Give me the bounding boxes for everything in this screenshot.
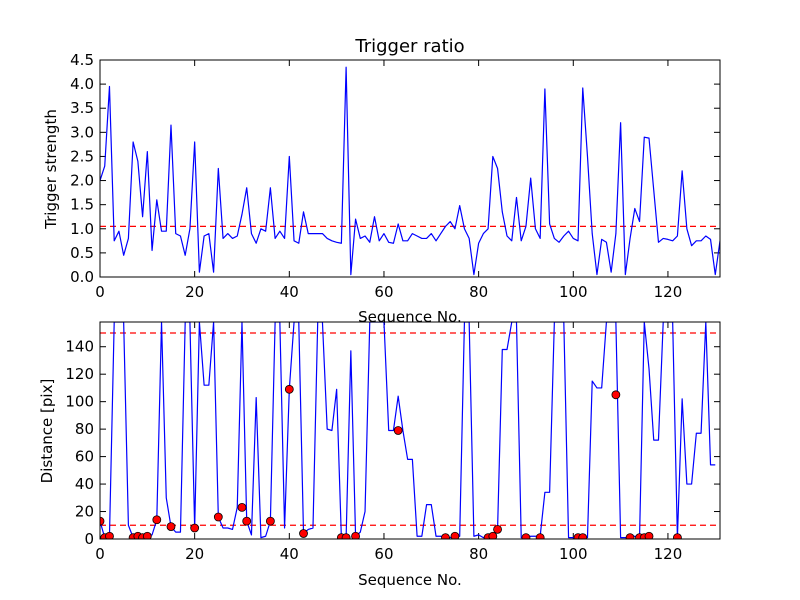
y-tick-label: 2.0 bbox=[70, 172, 94, 190]
x-tick-label: 20 bbox=[185, 545, 204, 563]
x-tick-label: 0 bbox=[95, 283, 105, 301]
y-tick-label: 40 bbox=[75, 475, 94, 493]
axis-ticks: 0 20 40 60 80 100 120 0.0 0.5 1.0 1.5 2.0 2.5 3.0 3.5 4… bbox=[70, 51, 720, 301]
x-tick-label: 100 bbox=[559, 283, 588, 301]
y-tick-label: 0.0 bbox=[70, 268, 94, 286]
distance-panel: Sequence No. Distance [pix] 0 20 40 60 80 100… bbox=[38, 321, 721, 589]
series-line bbox=[100, 66, 720, 276]
data-point-marker bbox=[488, 531, 498, 539]
x-tick-label: 100 bbox=[559, 545, 588, 563]
data-point-marker bbox=[284, 384, 294, 394]
axis-ticks: 0 20 40 60 80 100 120 0 20 40 60 80 100 120 140 bbox=[65, 322, 720, 563]
x-tick-label: 60 bbox=[374, 283, 393, 301]
y-tick-label: 1.0 bbox=[70, 220, 94, 238]
y-tick-label: 4.5 bbox=[70, 51, 94, 69]
data-point-marker bbox=[100, 516, 105, 526]
data-point-marker bbox=[450, 531, 460, 539]
y-tick-label: 0 bbox=[84, 530, 94, 548]
x-tick-label: 120 bbox=[654, 283, 683, 301]
y-axis-label: Trigger strength bbox=[42, 109, 60, 230]
data-point-marker bbox=[190, 523, 200, 533]
x-tick-label: 40 bbox=[280, 283, 299, 301]
data-point-marker bbox=[166, 522, 176, 532]
y-tick-label: 140 bbox=[65, 338, 94, 356]
y-tick-label: 2.5 bbox=[70, 147, 94, 165]
y-tick-label: 60 bbox=[75, 448, 94, 466]
y-tick-label: 80 bbox=[75, 420, 94, 438]
data-point-marker bbox=[441, 533, 450, 539]
x-tick-label: 40 bbox=[280, 545, 299, 563]
data-point-marker bbox=[105, 531, 114, 539]
axes-frame bbox=[99, 321, 721, 540]
y-tick-label: 0.5 bbox=[70, 244, 94, 262]
data-point-marker bbox=[521, 533, 531, 539]
x-tick-label: 120 bbox=[654, 545, 683, 563]
data-point-marker bbox=[142, 531, 152, 539]
data-point-marker bbox=[237, 503, 247, 512]
data-point-marker bbox=[493, 524, 502, 534]
chart-title: Trigger ratio bbox=[354, 36, 464, 57]
data-point-marker bbox=[351, 531, 360, 539]
data-point-marker bbox=[213, 512, 223, 522]
series-line bbox=[100, 322, 716, 539]
data-point-marker bbox=[341, 533, 351, 539]
data-point-marker bbox=[611, 390, 621, 400]
y-tick-label: 3.5 bbox=[70, 99, 94, 117]
x-tick-label: 80 bbox=[469, 283, 488, 301]
data-point-marker bbox=[393, 426, 403, 435]
data-point-marker bbox=[299, 529, 308, 538]
x-tick-label: 20 bbox=[185, 283, 204, 301]
trigger-ratio-panel: Trigger ratio Sequence No. Trigger stren… bbox=[42, 36, 721, 326]
data-point-marker bbox=[265, 516, 275, 526]
data-point-marker bbox=[242, 516, 252, 526]
y-tick-label: 3.0 bbox=[70, 123, 94, 141]
axes-frame bbox=[99, 59, 721, 278]
y-tick-label: 4.0 bbox=[70, 75, 94, 93]
data-point-marker bbox=[625, 533, 635, 539]
data-point-marker bbox=[152, 515, 162, 525]
y-tick-label: 20 bbox=[75, 503, 94, 521]
y-tick-label: 100 bbox=[65, 393, 94, 411]
data-point-marker bbox=[578, 533, 588, 539]
y-tick-label: 1.5 bbox=[70, 196, 94, 214]
data-point-marker bbox=[673, 533, 682, 539]
data-point-marker bbox=[535, 533, 545, 539]
x-tick-label: 0 bbox=[95, 545, 105, 563]
x-tick-label: 80 bbox=[469, 545, 488, 563]
y-axis-label: Distance [pix] bbox=[38, 379, 56, 484]
x-axis-label: Sequence No. bbox=[358, 308, 462, 326]
plot-area bbox=[100, 66, 720, 276]
x-axis-label: Sequence No. bbox=[358, 571, 462, 589]
x-tick-label: 60 bbox=[374, 545, 393, 563]
data-point-marker bbox=[644, 531, 654, 539]
plot-area bbox=[100, 322, 720, 539]
y-tick-label: 120 bbox=[65, 365, 94, 383]
